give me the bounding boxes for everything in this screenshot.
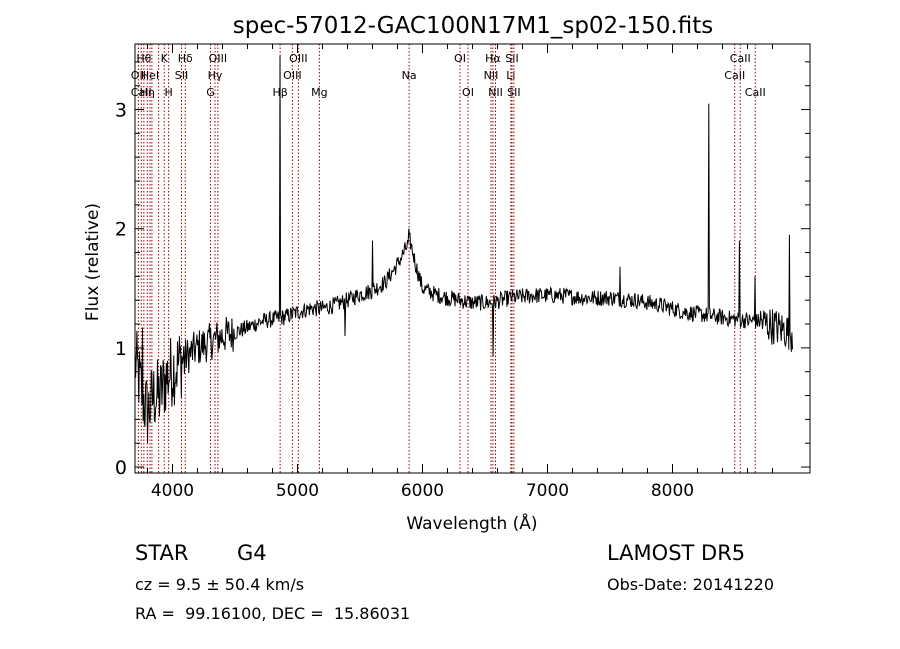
y-axis: 0 1 2 3 [115,61,810,479]
line-marker-label: Hη [140,86,155,99]
line-marker-label: Mg [311,86,327,99]
y-tick-label: 2 [115,219,127,241]
line-marker-label: OIII [209,52,227,65]
line-marker-label: Li [506,69,515,82]
line-marker-label: Hγ [208,69,223,82]
line-markers: OIICaIIHθHηHeIKHSIIHδGHγOIIIHβOIIIOIIIMg… [131,44,766,473]
line-marker-label: Hθ [136,52,151,65]
line-marker-label: Hδ [178,52,193,65]
line-marker-label: OI [454,52,466,65]
line-marker-label: OI [462,86,474,99]
line-marker-label: SII [505,52,518,65]
line-marker-label: CaII [724,69,745,82]
line-marker-label: SII [507,86,520,99]
x-tick-label: 4000 [151,481,194,501]
chart-title: spec-57012-GAC100N17M1_sp02-150.fits [233,13,713,39]
line-marker-label: CaII [131,86,152,99]
x-axis-label: Wavelength (Å) [406,512,537,534]
line-marker-label: K [161,52,169,65]
line-marker-label: G [206,86,215,99]
x-tick-label: 7000 [526,481,569,501]
x-axis: 4000 5000 6000 7000 8000 [147,44,773,501]
line-marker-label: Hα [485,52,501,65]
redshift-text: cz = 9.5 ± 50.4 km/s [135,575,305,594]
y-tick-label: 0 [115,457,127,479]
line-marker-label: CaII [745,86,766,99]
x-tick-label: 8000 [651,481,694,501]
object-subclass: G4 [237,541,267,565]
line-marker-label: OIII [283,69,301,82]
coordinates: RA = 99.16100, DEC = 15.86031 [135,604,411,623]
line-marker-label: NII [484,69,499,82]
line-marker-label: Na [402,69,417,82]
spectrum-series-line [134,55,793,444]
y-tick-label: 1 [115,338,127,360]
object-class: STAR [135,541,189,565]
obs-date: Obs-Date: 20141220 [607,575,775,594]
survey-name: LAMOST DR5 [607,541,746,565]
line-marker-label: SII [175,69,188,82]
y-tick-label: 3 [115,100,127,122]
line-marker-label: CaII [730,52,751,65]
line-marker-label: OIII [289,52,307,65]
y-axis-label: Flux (relative) [83,203,103,321]
line-marker-label: HeI [141,69,159,82]
x-tick-label: 6000 [401,481,444,501]
line-marker-label: NII [488,86,503,99]
line-marker-label: H [164,86,172,99]
x-tick-label: 5000 [276,481,319,501]
